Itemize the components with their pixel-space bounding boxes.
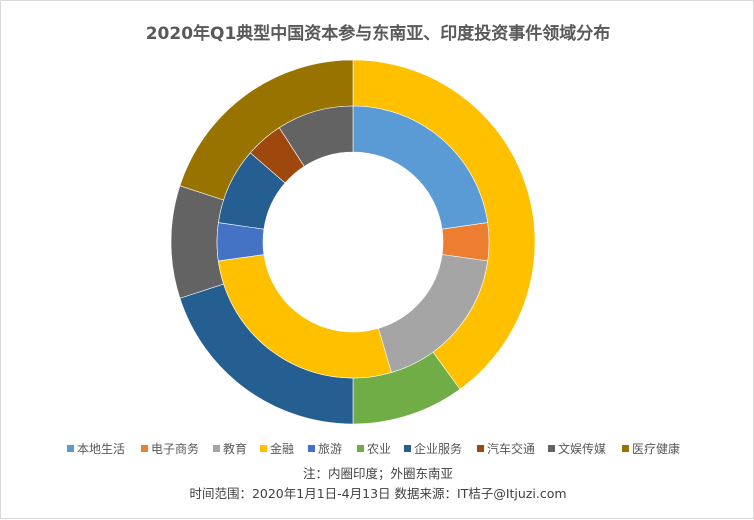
legend-swatch-icon	[477, 444, 484, 452]
legend-swatch-icon	[357, 444, 364, 452]
ring-note: 注：内圈印度；外圈东南亚	[302, 466, 453, 481]
legend-item: 企业服务	[404, 439, 462, 457]
legend-label: 金融	[270, 441, 295, 456]
legend-item: 医疗健康	[622, 439, 680, 457]
legend-swatch-icon	[260, 444, 267, 452]
inner-ring-india	[216, 105, 490, 379]
legend-label: 企业服务	[414, 441, 463, 456]
legend-swatch-icon	[404, 444, 411, 452]
slice-inner-8	[278, 105, 354, 167]
legend-item: 教育	[213, 439, 247, 457]
legend-item: 农业	[357, 439, 391, 457]
slice-inner-1	[441, 222, 490, 262]
legend-swatch-icon	[308, 444, 315, 452]
chart-title: 2020年Q1典型中国资本参与东南亚、印度投资事件领域分布	[145, 24, 611, 44]
legend-item: 金融	[260, 439, 294, 457]
legend-swatch-icon	[141, 444, 148, 452]
legend-swatch-icon	[622, 444, 629, 452]
legend-label: 本地生活	[77, 441, 126, 456]
legend-label: 电子商务	[151, 441, 200, 456]
legend-item: 旅游	[308, 439, 342, 457]
slice-inner-3	[217, 254, 392, 379]
slice-outer-8	[170, 185, 225, 299]
legend: 本地生活 电子商务 教育 金融 旅游 农业 企业服务 汽车交通 文娱传媒 医疗健康	[1, 439, 754, 457]
legend-label: 医疗健康	[632, 441, 681, 456]
legend-swatch-icon	[548, 444, 555, 452]
legend-item: 汽车交通	[477, 439, 535, 457]
legend-swatch-icon	[67, 444, 74, 452]
legend-label: 文娱传媒	[558, 441, 607, 456]
legend-item: 本地生活	[67, 439, 125, 457]
legend-label: 教育	[223, 441, 248, 456]
legend-item: 电子商务	[141, 439, 199, 457]
legend-swatch-icon	[213, 444, 220, 452]
legend-label: 汽车交通	[487, 441, 536, 456]
outer-ring-southeast-asia	[170, 59, 536, 425]
legend-item: 文娱传媒	[548, 439, 606, 457]
legend-label: 旅游	[318, 441, 343, 456]
source-note: 时间范围：2020年1月1日-4月13日 数据来源：IT桔子@Itjuzi.co…	[189, 486, 567, 501]
legend-label: 农业	[367, 441, 392, 456]
